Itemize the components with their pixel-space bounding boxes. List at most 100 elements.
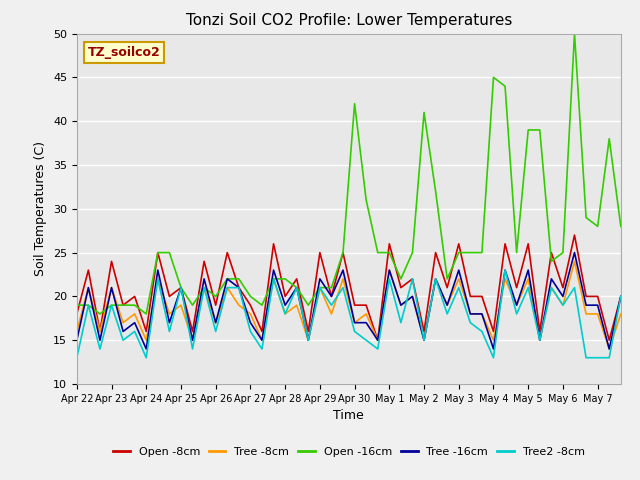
Tree -8cm — [282, 311, 289, 317]
Tree2 -8cm — [131, 328, 138, 334]
Tree -8cm — [108, 285, 115, 290]
Open -8cm — [420, 328, 428, 334]
Open -8cm — [316, 250, 324, 255]
Tree -16cm — [339, 267, 347, 273]
Open -16cm — [374, 250, 381, 255]
X-axis label: Time: Time — [333, 409, 364, 422]
Open -8cm — [571, 232, 579, 238]
Tree -16cm — [524, 267, 532, 273]
Open -8cm — [177, 285, 185, 290]
Open -8cm — [617, 293, 625, 300]
Tree -8cm — [513, 302, 520, 308]
Tree -16cm — [571, 250, 579, 255]
Open -16cm — [96, 311, 104, 317]
Open -8cm — [84, 267, 92, 273]
Tree2 -8cm — [328, 302, 335, 308]
Tree -16cm — [246, 320, 254, 325]
Tree -16cm — [617, 293, 625, 300]
Open -16cm — [351, 101, 358, 107]
Tree -8cm — [420, 337, 428, 343]
Tree2 -8cm — [385, 276, 393, 282]
Tree -8cm — [467, 311, 474, 317]
Tree -16cm — [305, 337, 312, 343]
Tree -8cm — [166, 311, 173, 317]
Tree2 -8cm — [177, 285, 185, 290]
Open -16cm — [444, 276, 451, 282]
Tree2 -8cm — [444, 311, 451, 317]
Tree -16cm — [108, 285, 115, 290]
Tree -16cm — [513, 302, 520, 308]
Tree -16cm — [119, 328, 127, 334]
Tree2 -8cm — [119, 337, 127, 343]
Open -8cm — [223, 250, 231, 255]
Tree -16cm — [351, 320, 358, 325]
Tree2 -8cm — [478, 328, 486, 334]
Tree2 -8cm — [305, 337, 312, 343]
Tree -8cm — [582, 311, 590, 317]
Line: Open -8cm: Open -8cm — [77, 235, 621, 340]
Open -16cm — [119, 302, 127, 308]
Tree -16cm — [559, 293, 567, 300]
Tree -8cm — [84, 285, 92, 290]
Tree2 -8cm — [582, 355, 590, 360]
Tree -16cm — [258, 337, 266, 343]
Open -8cm — [189, 328, 196, 334]
Tree -16cm — [84, 285, 92, 290]
Open -16cm — [547, 258, 555, 264]
Tree2 -8cm — [455, 285, 463, 290]
Open -16cm — [108, 302, 115, 308]
Line: Tree -16cm: Tree -16cm — [77, 252, 621, 349]
Open -8cm — [293, 276, 301, 282]
Tree -16cm — [143, 346, 150, 352]
Tree -16cm — [582, 302, 590, 308]
Tree -16cm — [177, 285, 185, 290]
Open -16cm — [235, 276, 243, 282]
Open -16cm — [467, 250, 474, 255]
Open -16cm — [536, 127, 543, 133]
Open -16cm — [73, 302, 81, 308]
Open -8cm — [351, 302, 358, 308]
Tree2 -8cm — [143, 355, 150, 360]
Open -8cm — [385, 241, 393, 247]
Tree -16cm — [478, 311, 486, 317]
Open -8cm — [513, 285, 520, 290]
Tree2 -8cm — [374, 346, 381, 352]
Tree2 -8cm — [269, 276, 277, 282]
Open -8cm — [339, 250, 347, 255]
Tree -16cm — [594, 302, 602, 308]
Open -16cm — [143, 311, 150, 317]
Tree2 -8cm — [362, 337, 370, 343]
Tree -8cm — [200, 285, 208, 290]
Open -16cm — [513, 250, 520, 255]
Tree -16cm — [73, 337, 81, 343]
Open -16cm — [617, 223, 625, 229]
Open -8cm — [594, 293, 602, 300]
Open -8cm — [444, 285, 451, 290]
Open -8cm — [166, 293, 173, 300]
Tree2 -8cm — [166, 328, 173, 334]
Open -8cm — [524, 241, 532, 247]
Tree -16cm — [536, 337, 543, 343]
Tree -8cm — [258, 337, 266, 343]
Tree -16cm — [467, 311, 474, 317]
Line: Open -16cm: Open -16cm — [77, 34, 621, 314]
Tree -8cm — [269, 276, 277, 282]
Open -16cm — [339, 250, 347, 255]
Tree -8cm — [131, 311, 138, 317]
Tree -16cm — [189, 337, 196, 343]
Open -16cm — [305, 302, 312, 308]
Open -8cm — [432, 250, 440, 255]
Tree -16cm — [212, 320, 220, 325]
Open -16cm — [432, 188, 440, 194]
Tree -16cm — [166, 320, 173, 325]
Open -16cm — [166, 250, 173, 255]
Open -16cm — [490, 74, 497, 80]
Tree -8cm — [605, 346, 613, 352]
Open -8cm — [305, 328, 312, 334]
Open -16cm — [582, 215, 590, 220]
Open -8cm — [73, 311, 81, 317]
Open -8cm — [374, 337, 381, 343]
Open -16cm — [478, 250, 486, 255]
Tree -16cm — [282, 302, 289, 308]
Open -16cm — [246, 293, 254, 300]
